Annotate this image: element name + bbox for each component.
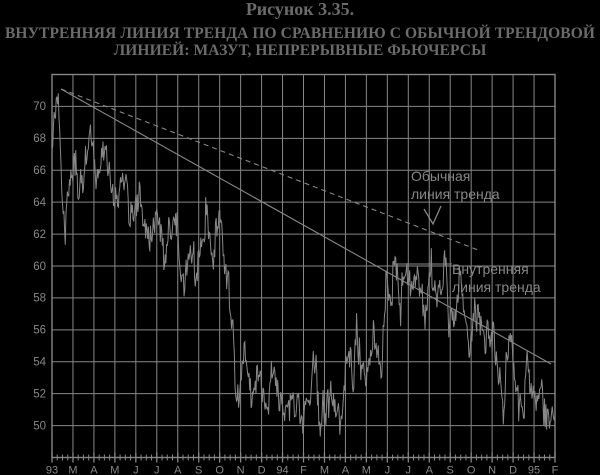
svg-text:64: 64 [33, 197, 46, 209]
svg-text:95: 95 [528, 465, 540, 475]
svg-text:93: 93 [46, 465, 58, 475]
svg-text:D: D [509, 465, 517, 475]
svg-text:58: 58 [33, 293, 46, 305]
svg-text:60: 60 [33, 261, 46, 273]
svg-text:66: 66 [33, 165, 46, 177]
svg-text:70: 70 [33, 101, 46, 113]
svg-text:F: F [552, 465, 559, 475]
svg-text:S: S [447, 465, 454, 475]
svg-text:N: N [237, 465, 245, 475]
svg-text:J: J [406, 465, 412, 475]
svg-text:S: S [195, 465, 202, 475]
svg-text:Обычная: Обычная [411, 168, 470, 184]
svg-text:линия тренда: линия тренда [411, 186, 500, 202]
svg-text:56: 56 [33, 325, 46, 337]
svg-text:M: M [320, 465, 329, 475]
svg-text:68: 68 [33, 133, 46, 145]
svg-text:J: J [385, 465, 391, 475]
svg-text:D: D [258, 465, 266, 475]
svg-text:54: 54 [33, 357, 46, 369]
svg-text:M: M [68, 465, 77, 475]
svg-text:A: A [90, 465, 98, 475]
svg-text:N: N [488, 465, 496, 475]
svg-text:M: M [110, 465, 119, 475]
svg-text:O: O [215, 465, 224, 475]
svg-text:M: M [362, 465, 371, 475]
svg-text:A: A [426, 465, 434, 475]
svg-text:линия тренда: линия тренда [452, 279, 541, 295]
svg-text:62: 62 [33, 229, 46, 241]
svg-text:A: A [342, 465, 350, 475]
svg-text:Внутренняя: Внутренняя [452, 261, 529, 277]
svg-text:52: 52 [33, 388, 46, 400]
svg-text:F: F [300, 465, 307, 475]
svg-text:94: 94 [276, 465, 288, 475]
svg-text:J: J [133, 465, 139, 475]
svg-text:50: 50 [33, 420, 46, 432]
svg-text:O: O [467, 465, 476, 475]
svg-text:J: J [154, 465, 160, 475]
svg-text:A: A [174, 465, 182, 475]
